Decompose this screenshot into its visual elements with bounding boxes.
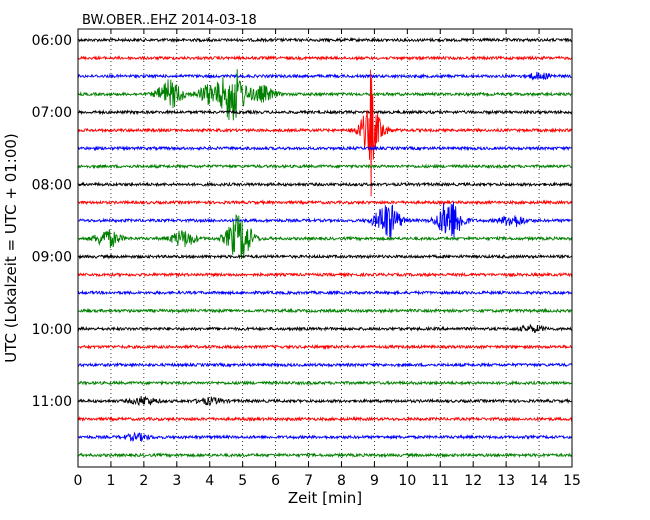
- x-tick-label: 3: [172, 473, 181, 489]
- trace-0830: [77, 201, 573, 240]
- x-tick-label: 7: [304, 473, 313, 489]
- x-tick-label: 12: [464, 473, 482, 489]
- trace-0615: [77, 54, 573, 62]
- trace-0715: [77, 69, 573, 197]
- x-axis-label: Zeit [min]: [288, 489, 362, 507]
- trace-0730: [77, 145, 573, 152]
- y-axis-label: UTC (Lokalzeit = UTC + 01:00): [2, 133, 20, 363]
- trace-0600: [77, 36, 573, 44]
- trace-0845: [77, 214, 573, 260]
- trace-0915: [77, 271, 573, 278]
- x-axis: 0 1 2 3 4 5 6 7 8 9 10 11 12 13 14 15: [74, 29, 581, 489]
- x-tick-label: 9: [370, 473, 379, 489]
- y-axis: 06:00 07:00 08:00 09:00 10:00 11:00: [32, 33, 83, 410]
- trace-1015: [77, 343, 573, 350]
- trace-0630: [77, 71, 573, 81]
- trace-1100: [77, 395, 573, 407]
- x-tick-label: 5: [238, 473, 247, 489]
- y-tick-label: 10:00: [32, 322, 72, 338]
- x-tick-label: 11: [431, 473, 449, 489]
- trace-group: [77, 36, 573, 459]
- x-tick-label: 14: [530, 473, 548, 489]
- y-tick-label: 11:00: [32, 394, 72, 410]
- trace-0945: [77, 307, 573, 314]
- plot-frame: [77, 28, 573, 468]
- trace-1030: [77, 361, 573, 368]
- trace-0930: [77, 289, 573, 296]
- y-tick-label: 06:00: [32, 33, 72, 49]
- trace-1000: [77, 323, 573, 334]
- x-tick-label: 13: [497, 473, 515, 489]
- x-tick-label: 1: [106, 473, 115, 489]
- x-tick-label: 8: [337, 473, 346, 489]
- trace-0645: [77, 69, 573, 121]
- x-tick-label: 6: [271, 473, 280, 489]
- trace-0815: [77, 199, 573, 206]
- trace-0745: [77, 163, 573, 170]
- trace-1115: [77, 415, 573, 423]
- trace-0800: [77, 181, 573, 188]
- trace-0900: [77, 253, 573, 260]
- trace-1045: [77, 379, 573, 386]
- x-tick-label: 2: [139, 473, 148, 489]
- y-tick-label: 08:00: [32, 177, 72, 193]
- x-tick-label: 0: [74, 473, 83, 489]
- trace-1130: [77, 431, 573, 443]
- trace-0700: [77, 109, 573, 116]
- y-tick-label: 09:00: [32, 250, 72, 266]
- x-tick-label: 15: [563, 473, 581, 489]
- trace-1145: [77, 452, 573, 459]
- chart-title: BW.OBER..EHZ 2014-03-18: [82, 13, 257, 28]
- y-tick-label: 07:00: [32, 105, 72, 121]
- x-tick-label: 10: [398, 473, 416, 489]
- x-tick-label: 4: [205, 473, 214, 489]
